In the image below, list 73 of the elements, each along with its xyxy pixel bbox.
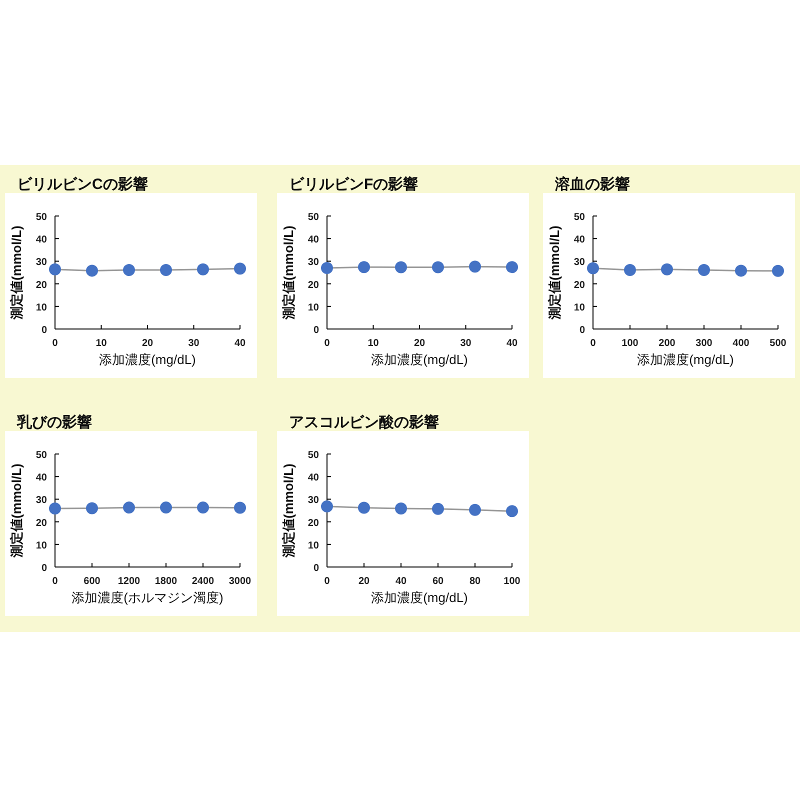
y-axis-title: 測定値(mmol/L) [281,464,296,558]
y-tick-label: 40 [574,234,586,246]
x-tick-label: 40 [395,576,407,587]
x-tick-label: 30 [188,338,200,349]
chart-title: ビリルビンFの影響 [289,176,418,193]
y-tick-label: 50 [36,212,48,223]
y-tick-label: 30 [574,257,586,268]
y-tick-label: 10 [36,302,48,314]
y-tick-label: 10 [308,540,320,552]
x-tick-label: 200 [658,338,676,349]
x-axis-title: 添加濃度(mg/dL) [637,352,734,367]
y-tick-label: 40 [308,472,320,484]
x-tick-label: 1200 [118,576,141,587]
chart-title: 乳びの影響 [16,414,92,431]
y-tick-label: 40 [36,472,48,484]
y-tick-label: 20 [574,280,586,291]
y-tick-label: 20 [308,280,320,291]
x-tick-label: 0 [324,338,330,349]
chart-title: アスコルビン酸の影響 [289,414,439,431]
y-tick-label: 40 [308,234,320,246]
x-tick-label: 40 [234,338,246,349]
x-tick-label: 3000 [228,576,252,587]
y-tick-label: 30 [36,257,48,268]
x-tick-label: 10 [96,338,108,349]
x-tick-label: 0 [52,576,58,587]
x-axis-title: 添加濃度(mg/dL) [371,352,468,367]
x-tick-label: 400 [732,338,750,349]
y-tick-label: 0 [41,325,48,336]
x-tick-label: 20 [142,338,154,349]
x-tick-label: 80 [469,576,481,587]
y-tick-label: 30 [308,257,320,268]
x-axis-title: 添加濃度(mg/dL) [99,352,196,367]
y-tick-label: 40 [36,234,48,246]
x-tick-label: 60 [432,576,444,587]
chart-title: ビリルビンCの影響 [17,176,148,193]
x-tick-label: 0 [324,576,330,587]
x-tick-label: 1800 [154,576,178,587]
x-axis-title: 添加濃度(ホルマジン濁度) [72,590,224,605]
x-tick-label: 100 [622,338,639,349]
x-tick-label: 10 [368,338,380,349]
y-tick-label: 20 [308,518,320,529]
y-tick-label: 20 [36,280,48,291]
y-tick-label: 50 [308,212,320,223]
x-tick-label: 20 [414,338,426,349]
x-tick-label: 500 [770,338,787,349]
x-tick-label: 100 [504,576,521,587]
x-tick-label: 300 [696,338,713,349]
y-axis-title: 測定値(mmol/L) [547,226,562,320]
y-tick-label: 50 [308,450,320,461]
y-tick-label: 0 [41,563,48,574]
x-tick-label: 30 [460,338,472,349]
y-tick-label: 0 [579,325,586,336]
y-axis-title: 測定値(mmol/L) [9,464,24,558]
y-tick-label: 0 [313,325,320,336]
y-tick-label: 10 [574,302,586,314]
chart-title: 溶血の影響 [554,175,630,193]
y-tick-label: 20 [36,518,48,529]
x-tick-label: 0 [590,338,596,349]
y-tick-label: 50 [36,450,48,461]
y-axis-title: 測定値(mmol/L) [9,226,24,320]
y-tick-label: 0 [313,563,320,574]
y-tick-label: 30 [308,495,320,506]
x-tick-label: 40 [506,338,518,349]
x-tick-label: 2400 [192,576,215,587]
x-tick-label: 0 [52,338,58,349]
y-tick-label: 30 [36,495,48,506]
x-tick-label: 600 [84,576,101,587]
x-axis-title: 添加濃度(mg/dL) [371,590,468,605]
y-tick-label: 10 [308,302,320,314]
y-tick-label: 50 [574,212,586,223]
y-axis-title: 測定値(mmol/L) [281,226,296,320]
y-tick-label: 10 [36,540,48,552]
x-tick-label: 20 [358,576,370,587]
